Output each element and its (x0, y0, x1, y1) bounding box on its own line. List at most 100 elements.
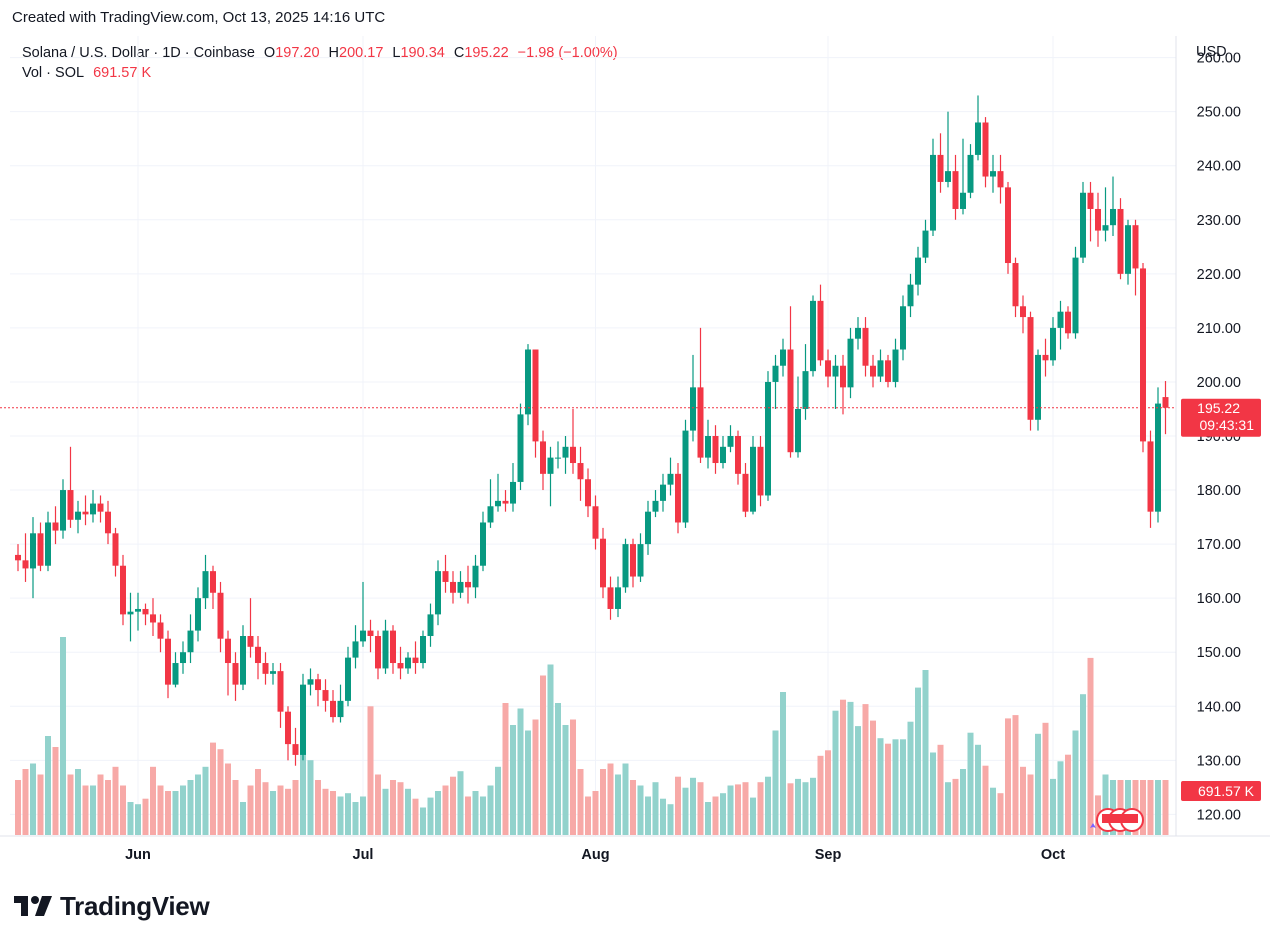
candle-body (750, 446, 756, 512)
candlestick-chart[interactable]: 120.00 130.00 140.00 150.00 160.00 170.00 180.… (0, 0, 1280, 880)
volume-bar (780, 692, 786, 835)
volume-bar (757, 782, 764, 835)
price-tick-label: 220.00 (1197, 267, 1241, 283)
volume-bar (750, 797, 756, 835)
volume-bar (765, 776, 771, 835)
volume-bar (307, 760, 314, 835)
high-label: H (328, 45, 340, 61)
volume-bar (195, 774, 201, 835)
ohlc-legend: Solana / U.S. Dollar · 1D · Coinbase O197… (22, 43, 618, 83)
volume-bar (630, 780, 636, 835)
volume-bar (735, 784, 741, 835)
candle-body (540, 441, 546, 474)
event-flags-icon[interactable] (1090, 808, 1144, 832)
candle-body (382, 630, 389, 669)
volume-bars (15, 637, 1169, 835)
candle-body (1057, 311, 1064, 328)
candle-body (142, 608, 149, 615)
volume-bar (202, 766, 209, 835)
volume-bar (1132, 780, 1139, 835)
candle-body (30, 533, 36, 569)
candle-body (487, 506, 494, 523)
open-label: O (263, 45, 276, 61)
candle-body (1132, 225, 1139, 269)
candle-body (1027, 317, 1034, 420)
candle-body (1125, 225, 1131, 274)
candle-body (855, 327, 861, 339)
volume-bar (1057, 761, 1064, 835)
candle-body (667, 473, 674, 485)
volume-bar (645, 796, 651, 835)
candle-body (330, 700, 336, 718)
candle-body (615, 587, 621, 609)
volume-bar (870, 720, 876, 835)
volume-bar (1147, 780, 1154, 835)
volume-bar (547, 664, 554, 835)
candle-body (15, 554, 21, 561)
candle-body (127, 611, 134, 615)
volume-bar (487, 785, 494, 835)
tradingview-logo-icon (14, 896, 52, 916)
candle-body (570, 446, 576, 464)
volume-bar (990, 787, 996, 835)
volume-bar (562, 725, 569, 835)
candle-body (405, 657, 411, 669)
candle-body (607, 587, 614, 609)
candle-body (705, 436, 711, 458)
candle-body (592, 506, 599, 539)
candle-body (945, 171, 951, 182)
price-tick-label: 250.00 (1197, 105, 1241, 121)
price-tick-label: 150.00 (1197, 645, 1241, 661)
candle-body (292, 744, 299, 755)
price-tick-label: 140.00 (1197, 699, 1241, 715)
volume-bar (420, 807, 426, 835)
volume-bar (157, 785, 164, 835)
volume-bar (795, 778, 801, 835)
volume-bar (855, 726, 861, 835)
volume-bar (1087, 657, 1094, 835)
candle-body (682, 430, 689, 523)
volume-bar (112, 766, 119, 835)
candle-body (210, 571, 216, 593)
volume-bar (1162, 780, 1169, 835)
candle-body (412, 657, 419, 664)
candle-body (997, 171, 1004, 188)
volume-bar (277, 785, 284, 835)
candle-body (337, 700, 344, 718)
volume-bar (577, 769, 584, 835)
price-tick-label: 240.00 (1197, 159, 1241, 175)
price-tick-label: 130.00 (1197, 753, 1241, 769)
volume-bar (510, 725, 516, 835)
candle-body (907, 284, 914, 307)
currency-label[interactable]: USD (1196, 44, 1227, 60)
candle-body (765, 381, 771, 496)
candle-body (502, 500, 509, 504)
candle-body (952, 171, 959, 209)
volume-bar (832, 710, 839, 835)
candle-body (585, 479, 591, 507)
candle-body (157, 622, 164, 639)
candle-body (202, 571, 209, 599)
candle-body (937, 154, 944, 182)
candle-body (1162, 397, 1169, 408)
volume-bar (502, 703, 509, 835)
last-price-tag: 195.22 09:43:31 (1181, 398, 1261, 437)
candle-body (900, 306, 906, 350)
candle-body (105, 511, 111, 534)
volume-bar (457, 771, 464, 835)
volume-bar (375, 774, 381, 835)
candle-body (810, 300, 816, 372)
volume-bar (1072, 730, 1079, 835)
volume-bar (667, 804, 674, 835)
volume-bar (1005, 718, 1011, 835)
tradingview-logo[interactable]: TradingView (14, 890, 210, 922)
candle-body (517, 414, 524, 482)
candle-body (787, 349, 794, 453)
candle-body (1050, 327, 1056, 361)
volume-bar (427, 797, 434, 835)
tradingview-wordmark: TradingView (60, 890, 210, 921)
volume-label[interactable]: Vol · SOL (22, 65, 85, 81)
volume-bar (1110, 780, 1116, 835)
volume-bar (1117, 780, 1124, 835)
volume-bar (930, 752, 936, 835)
